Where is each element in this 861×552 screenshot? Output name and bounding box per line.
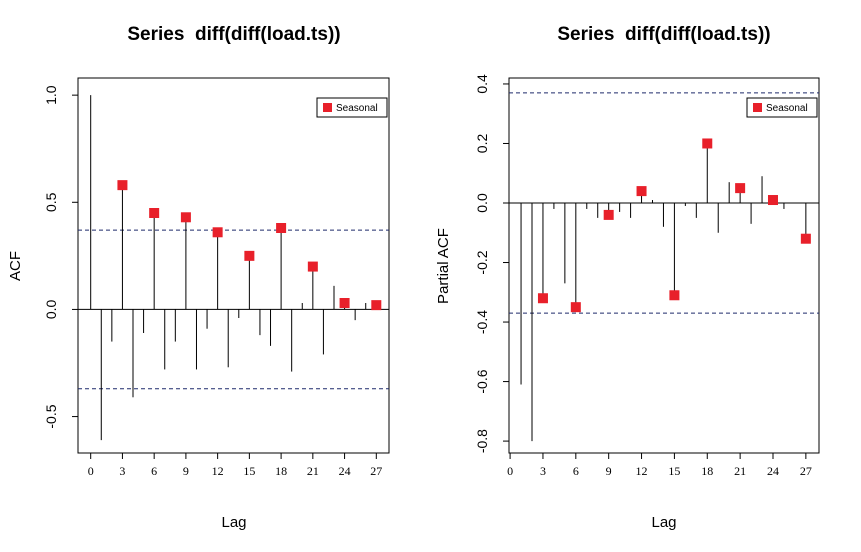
pacf-xtick-label: 0 [507,464,513,478]
acf-xtick-label: 18 [275,464,287,478]
pacf-seasonal-marker-lag-27 [800,233,811,244]
acf-xtick-label: 27 [370,464,382,478]
pacf-ylabel: Partial ACF [435,228,452,304]
acf-seasonal-marker-lag-15 [244,250,255,261]
acf-xtick-label: 24 [339,464,351,478]
pacf-ytick-label: -0.2 [474,250,490,274]
pacf-xtick-label: 12 [636,464,648,478]
pacf-xtick-label: 15 [668,464,680,478]
acf-xtick-label: 21 [307,464,319,478]
acf-seasonal-marker-lag-3 [117,180,128,191]
pacf-legend-swatch [753,103,762,112]
pacf-seasonal-marker-lag-18 [702,138,713,149]
acf-ytick-label: 1.0 [43,85,59,105]
acf-seasonal-marker-lag-18 [276,223,287,233]
acf-xtick-label: 3 [119,464,125,478]
pacf-xtick-label: 3 [540,464,546,478]
pacf-seasonal-marker-lag-12 [636,186,647,197]
acf-legend: Seasonal [316,97,388,118]
acf-seasonal-marker-lag-21 [307,261,318,272]
pacf-ytick-label: 0.4 [474,74,490,94]
acf-xtick-label: 9 [183,464,189,478]
acf-plot-frame [77,77,390,454]
acf-xtick-label: 15 [243,464,255,478]
acf-ylabel: ACF [7,251,24,281]
acf-xlabel: Lag [221,514,246,531]
acf-legend-box [316,97,388,118]
pacf-xtick-label: 24 [767,464,779,478]
acf-seasonal-marker-lag-6 [149,208,160,218]
pacf-xtick-label: 21 [734,464,746,478]
acf-ytick-label: -0.5 [43,404,59,428]
pacf-seasonal-marker-lag-6 [570,302,581,313]
acf-title: Series diff(diff(load.ts)) [127,24,340,45]
pacf-xlabel: Lag [651,514,676,531]
pacf-ytick-label: -0.4 [474,310,490,334]
pacf-xtick-label: 27 [800,464,812,478]
pacf-seasonal-marker-lag-15 [669,290,680,301]
pacf-title: Series diff(diff(load.ts)) [557,24,770,45]
pacf-seasonal-marker-lag-21 [735,183,746,194]
pacf-panel: Series diff(diff(load.ts)) Lag Partial A… [435,24,820,531]
pacf-legend-box [746,97,818,118]
pacf-legend: Seasonal [746,97,818,118]
pacf-seasonal-marker-lag-24 [767,195,778,206]
pacf-seasonal-marker-lag-3 [537,293,548,304]
pacf-xtick-label: 18 [701,464,713,478]
pacf-xtick-label: 9 [606,464,612,478]
pacf-plot-frame [508,77,820,454]
pacf-legend-label: Seasonal [766,103,808,114]
acf-xtick-label: 0 [88,464,94,478]
acf-panel: Series diff(diff(load.ts)) Lag ACF 0 3 6 9 1… [7,24,390,531]
acf-ytick-label: 0.0 [43,299,59,319]
acf-seasonal-marker-lag-9 [180,212,191,223]
acf-legend-swatch [323,103,332,112]
acf-seasonal-marker-lag-12 [212,227,223,238]
acf-legend-label: Seasonal [336,103,378,114]
acf-xtick-label: 6 [151,464,157,478]
pacf-ytick-label: 0.0 [474,193,490,213]
pacf-xtick-label: 6 [573,464,579,478]
acf-seasonal-marker-lag-24 [339,298,350,308]
pacf-ytick-label: -0.8 [474,429,490,453]
pacf-ytick-label: -0.6 [474,369,490,393]
acf-seasonal-marker-lag-27 [371,300,382,311]
acf-xtick-label: 12 [212,464,224,478]
pacf-seasonal-marker-lag-9 [603,209,614,220]
pacf-ytick-label: 0.2 [474,134,490,154]
acf-ytick-label: 0.5 [43,192,59,212]
